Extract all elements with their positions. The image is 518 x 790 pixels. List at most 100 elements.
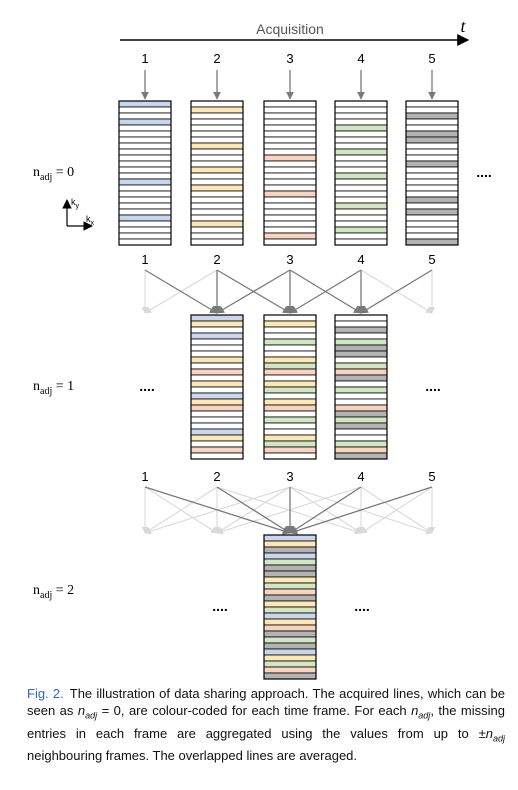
kspace-line — [263, 356, 317, 364]
frame-number-label: 3 — [286, 252, 293, 267]
kspace-line — [263, 534, 317, 542]
kspace-line — [263, 398, 317, 406]
kspace-line — [190, 368, 244, 376]
kspace-line — [405, 100, 459, 108]
kspace-line — [190, 452, 244, 460]
nadj-row-label: nadj = 0 — [33, 165, 74, 183]
kspace-line — [334, 160, 388, 168]
kspace-line — [263, 338, 317, 346]
kspace-line — [334, 226, 388, 234]
kspace-line — [334, 362, 388, 370]
kspace-line — [190, 160, 244, 168]
ellipsis-right: .... — [354, 598, 370, 614]
kspace-line — [190, 404, 244, 412]
kspace-line — [190, 202, 244, 210]
kspace-line — [263, 362, 317, 370]
kspace-line — [190, 190, 244, 198]
kspace-line — [263, 148, 317, 156]
kspace-line — [263, 380, 317, 388]
kspace-line — [263, 220, 317, 228]
kspace-line — [118, 130, 172, 138]
faint-sharing-arrow — [360, 486, 433, 534]
kspace-line — [405, 124, 459, 132]
kspace-line — [334, 320, 388, 328]
kspace-line — [405, 184, 459, 192]
kspace-line — [190, 362, 244, 370]
ellipsis-right: .... — [476, 164, 492, 180]
frame-border — [190, 100, 244, 246]
kspace-line — [263, 386, 317, 394]
kspace-line — [334, 452, 388, 460]
kspace-line — [118, 184, 172, 192]
sharing-arrow — [289, 486, 433, 535]
kspace-line — [190, 100, 244, 108]
kspace-line — [190, 124, 244, 132]
kspace-line — [263, 660, 317, 668]
kspace-line — [334, 148, 388, 156]
kspace-line — [263, 618, 317, 626]
kspace-line — [263, 404, 317, 412]
kspace-frame — [190, 314, 244, 460]
frame-number-label: 1 — [141, 51, 148, 66]
kspace-line — [405, 154, 459, 162]
kspace-frame — [263, 314, 317, 460]
kspace-line — [190, 112, 244, 120]
kspace-line — [263, 238, 317, 246]
figure-caption: Fig. 2. The illustration of data sharing … — [27, 685, 505, 764]
kspace-line — [118, 112, 172, 120]
frame-border — [118, 100, 172, 246]
kspace-line — [118, 196, 172, 204]
kspace-line — [190, 434, 244, 442]
frame-border — [190, 314, 244, 460]
kspace-line — [263, 202, 317, 210]
kspace-line — [334, 184, 388, 192]
sharing-arrow — [216, 269, 291, 314]
frame-border — [263, 534, 317, 680]
kspace-line — [405, 118, 459, 126]
sharing-arrow — [360, 269, 433, 314]
kspace-line — [263, 672, 317, 680]
kspace-frame — [405, 100, 459, 246]
kspace-line — [190, 106, 244, 114]
caption-text: The illustration of data sharing approac… — [27, 686, 506, 764]
kspace-line — [263, 196, 317, 204]
kspace-line — [190, 226, 244, 234]
kspace-line — [118, 166, 172, 174]
kspace-line — [263, 648, 317, 656]
kspace-line — [263, 558, 317, 566]
kspace-line — [334, 440, 388, 448]
acquisition-label: Acquisition — [256, 21, 324, 37]
kspace-line — [263, 546, 317, 554]
kspace-line — [190, 208, 244, 216]
kspace-line — [405, 166, 459, 174]
kspace-line — [334, 190, 388, 198]
kspace-line — [405, 106, 459, 114]
kspace-line — [190, 446, 244, 454]
kspace-line — [263, 172, 317, 180]
kspace-line — [263, 636, 317, 644]
kspace-line — [190, 196, 244, 204]
kspace-line — [263, 642, 317, 650]
kspace-line — [190, 320, 244, 328]
kspace-line — [190, 350, 244, 358]
kspace-line — [263, 160, 317, 168]
kspace-line — [190, 178, 244, 186]
kspace-line — [263, 588, 317, 596]
kspace-line — [334, 154, 388, 162]
strong-arrows-layer — [141, 70, 436, 535]
kspace-line — [190, 130, 244, 138]
kspace-line — [334, 446, 388, 454]
kspace-line — [334, 208, 388, 216]
kspace-line — [334, 166, 388, 174]
frame-border — [405, 100, 459, 246]
kspace-line — [334, 220, 388, 228]
kspace-line — [263, 410, 317, 418]
kspace-line — [263, 344, 317, 352]
kspace-line — [118, 238, 172, 246]
kspace-line — [263, 600, 317, 608]
kspace-line — [334, 238, 388, 246]
kspace-line — [190, 422, 244, 430]
ellipsis-right: .... — [425, 378, 441, 394]
kspace-line — [190, 338, 244, 346]
kspace-line — [118, 172, 172, 180]
